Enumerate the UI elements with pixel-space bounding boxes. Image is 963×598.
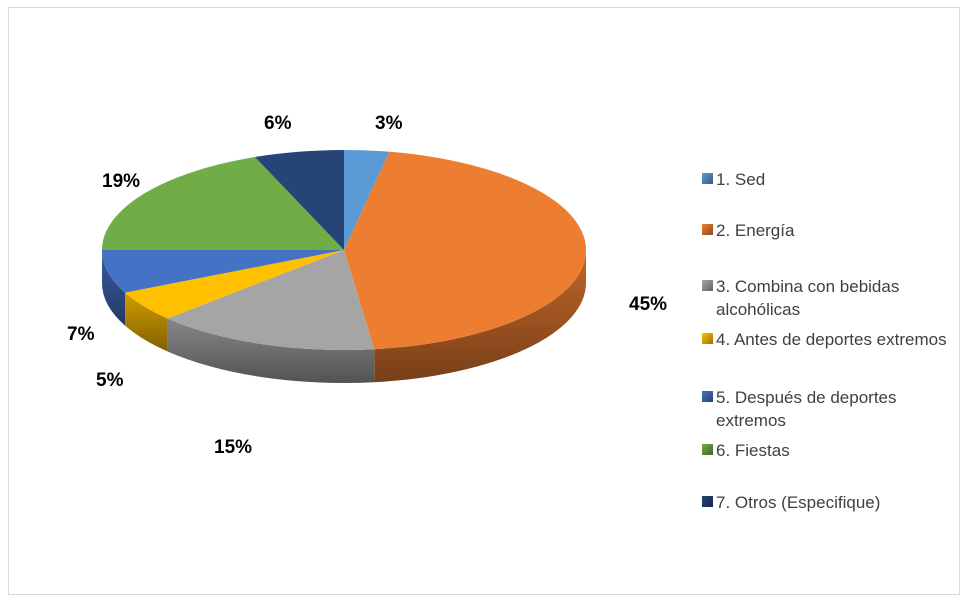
- pie-slice-side-5: [102, 250, 126, 326]
- legend-item-1: 1. Sed: [702, 168, 961, 191]
- legend-label-6: 6. Fiestas: [716, 441, 790, 460]
- pie-slice-1: [344, 150, 390, 250]
- pie-slice-side-4: [125, 292, 168, 352]
- legend-item-7: 7. Otros (Especifique): [702, 491, 961, 514]
- data-label-4: 5%: [96, 370, 124, 391]
- pie-chart: 3% 45% 15% 5% 7% 19% 6%: [67, 113, 667, 458]
- pie-slice-5: [102, 250, 344, 293]
- legend-item-4: 4. Antes de deportes extremos: [702, 328, 961, 351]
- data-label-6: 19%: [102, 171, 140, 192]
- legend-label-5: 5. Después de deportes extremos: [716, 388, 897, 430]
- data-label-7: 6%: [264, 113, 292, 134]
- pie-slice-side-3: [167, 318, 375, 383]
- pie-slice-2: [344, 151, 586, 350]
- legend-item-5: 5. Después de deportes extremos: [702, 386, 961, 432]
- chart-area: 3% 45% 15% 5% 7% 19% 6% 1. Sed 2. Energía 3. Com…: [8, 7, 960, 595]
- legend-swatch-5: [702, 391, 713, 402]
- legend-swatch-3: [702, 280, 713, 291]
- pie-slice-3: [167, 250, 375, 350]
- pie-slice-4: [125, 250, 344, 319]
- legend-swatch-4: [702, 333, 713, 344]
- data-label-2: 45%: [629, 294, 667, 315]
- legend-item-6: 6. Fiestas: [702, 439, 961, 462]
- legend-swatch-1: [702, 173, 713, 184]
- legend-swatch-6: [702, 444, 713, 455]
- pie-slice-side-2: [374, 250, 586, 383]
- pie-slice-6: [102, 157, 344, 250]
- legend-label-4: 4. Antes de deportes extremos: [716, 330, 947, 349]
- legend-item-2: 2. Energía: [702, 219, 961, 242]
- legend-label-7: 7. Otros (Especifique): [716, 493, 881, 512]
- legend-swatch-2: [702, 224, 713, 235]
- legend-label-2: 2. Energía: [716, 221, 795, 240]
- legend-label-3: 3. Combina con bebidas alcohólicas: [716, 277, 900, 319]
- data-label-1: 3%: [375, 113, 403, 134]
- data-label-3: 15%: [214, 437, 252, 458]
- legend-item-3: 3. Combina con bebidas alcohólicas: [702, 275, 961, 321]
- legend-swatch-7: [702, 496, 713, 507]
- legend-label-1: 1. Sed: [716, 170, 766, 189]
- data-label-5: 7%: [67, 324, 95, 345]
- pie-slice-7: [254, 150, 344, 250]
